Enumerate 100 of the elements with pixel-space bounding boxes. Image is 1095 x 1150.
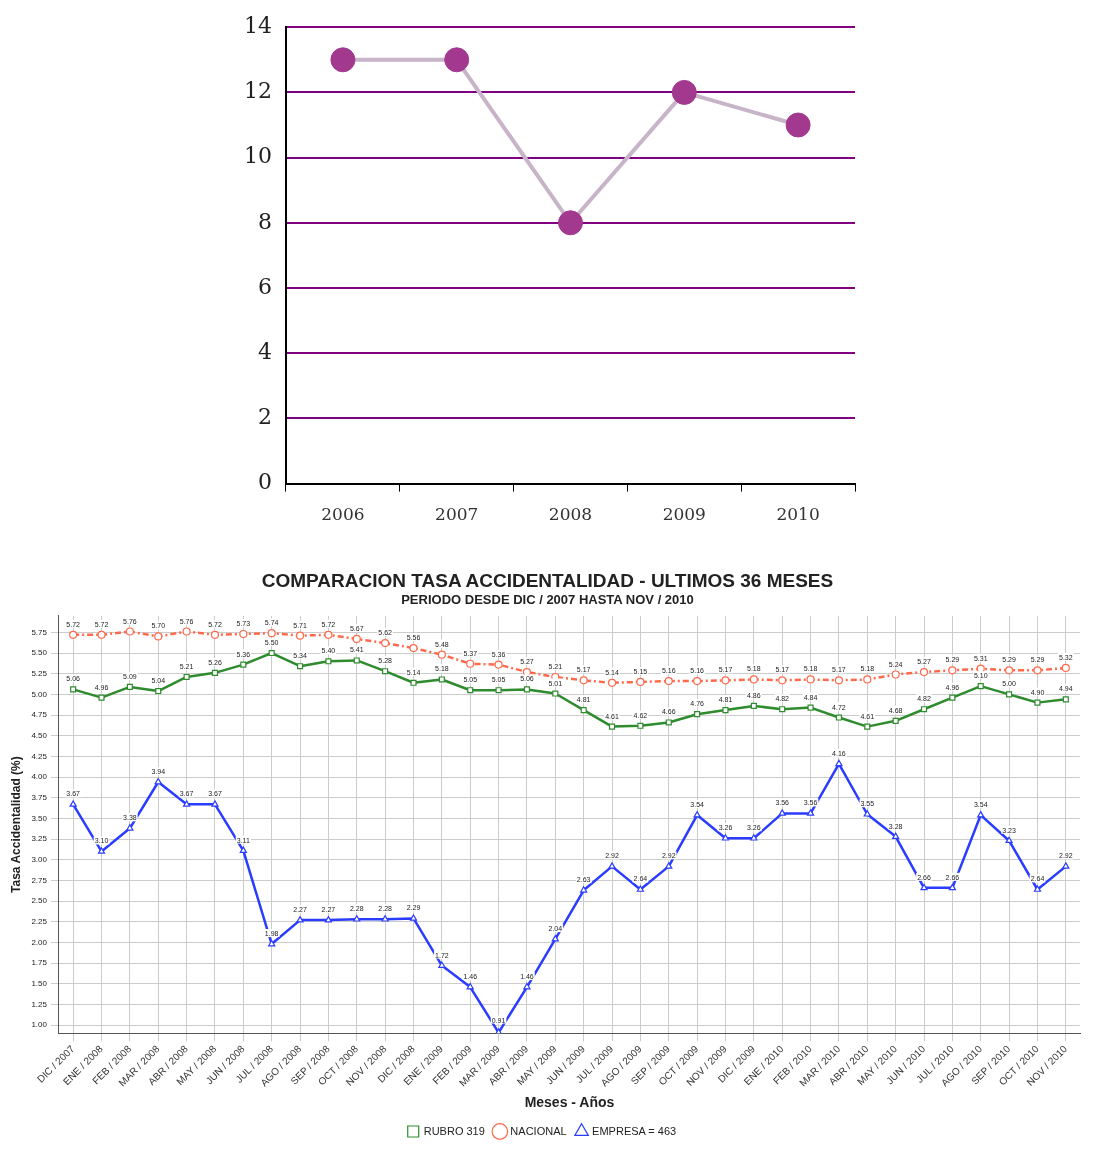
point [749,675,758,684]
point [721,834,730,841]
legend-label: NACIONAL [510,1124,567,1137]
y-tick-label: 1.75 [31,958,48,968]
point [352,634,361,644]
y-tick-label: 2.75 [31,875,48,885]
y-tick-label: 14 [243,12,272,38]
y-tick-label: 1.50 [31,978,48,988]
point [1033,885,1042,892]
y-tick-label: 2.50 [31,896,48,906]
y-tick-label: 4.25 [31,751,48,761]
chart-title: COMPARACION TASA ACCIDENTALIDAD - ULTIMOS 36 MESES [260,570,835,592]
x-tick-label: 2006 [321,504,365,525]
point [353,657,360,664]
y-tick-label: 4.50 [31,730,48,740]
point [523,982,531,990]
point [636,677,645,687]
point [863,810,871,817]
point [98,694,105,701]
x-tick-label: 2007 [435,504,479,525]
point [182,627,191,636]
point [806,675,815,684]
point [210,630,220,639]
point [495,687,502,694]
y-tick-label: 5.25 [31,668,48,678]
point [580,706,587,714]
point [1033,666,1042,675]
point [240,661,247,668]
point [778,809,786,816]
point [864,723,871,730]
y-tick-label: 3.25 [31,834,48,844]
point [295,631,305,640]
point [919,667,929,677]
point [949,694,956,701]
y-tick-label: 1.00 [31,1020,48,1030]
point [665,719,672,726]
y-axis-title: Tasa Accidentalidad (%) [8,756,23,893]
point [806,809,815,816]
point [636,885,645,892]
point [494,660,503,669]
point [665,862,673,869]
point [239,629,248,639]
y-tick-label: 3.50 [31,813,48,823]
point [694,711,701,718]
point [268,649,275,657]
y-tick-label: 10 [243,143,272,169]
x-tick-label: 2008 [548,504,593,525]
point [97,630,106,639]
point [579,676,588,685]
point [268,939,276,947]
point [552,690,559,697]
point [211,800,219,807]
y-tick-label: 2.25 [31,916,48,926]
y-tick-label: 4.00 [31,772,48,782]
point [671,79,697,105]
point [608,723,616,730]
point [977,810,985,818]
point [410,679,417,686]
y-tick-label: 4 [257,338,272,364]
point [154,777,162,785]
point [324,915,333,923]
point [948,666,957,675]
point [211,669,219,676]
y-tick-label: 2 [257,404,272,430]
point [324,630,333,639]
point [551,935,559,942]
point [892,832,900,839]
point [381,638,390,648]
point [891,670,900,679]
y-tick-label: 5.75 [31,627,48,637]
point [977,683,984,690]
point [1034,699,1041,706]
point [330,47,356,73]
point [693,677,702,686]
point [239,846,247,853]
x-tick-label: 2010 [776,504,820,525]
point [608,862,616,869]
point [267,629,276,638]
y-tick-label: 8 [257,208,272,234]
point [1062,862,1070,869]
point [607,678,617,687]
point [580,886,588,893]
x-axis-title: Meses - Años [524,1094,615,1111]
point [664,677,673,686]
y-tick-label: 4.75 [31,710,48,720]
point [1004,666,1014,675]
point [182,800,191,807]
point [69,630,78,639]
point [948,883,956,891]
point [807,704,814,711]
point [835,759,843,767]
legend-label: RUBRO 319 [423,1124,485,1137]
point [125,627,134,636]
point [466,982,474,990]
y-tick-label: 3.00 [31,854,48,864]
point [438,676,445,683]
point [892,717,899,724]
legend-label: EMPRESA = 463 [592,1124,677,1137]
point [353,915,361,922]
y-tick-label: 1.25 [31,999,48,1009]
